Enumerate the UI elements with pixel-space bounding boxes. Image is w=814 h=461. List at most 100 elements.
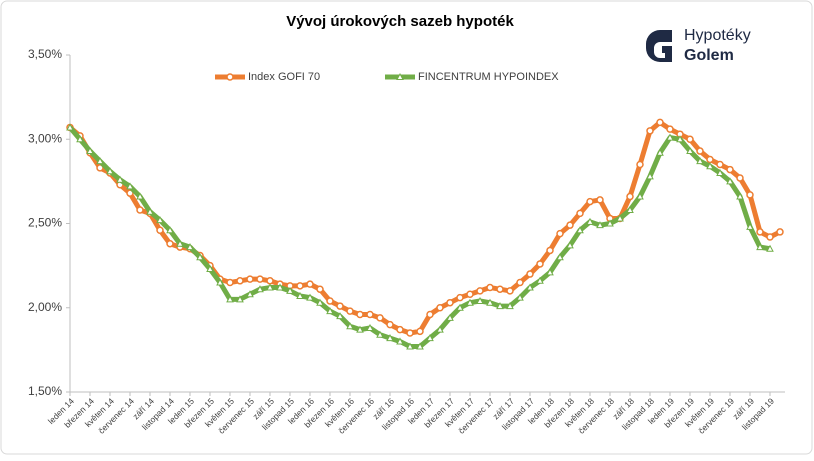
- point: [726, 177, 734, 185]
- point: [276, 283, 284, 291]
- point: [636, 192, 644, 200]
- point: [156, 226, 164, 234]
- point: [346, 322, 354, 330]
- point: [476, 296, 484, 305]
- point: [176, 239, 184, 247]
- point: [506, 287, 514, 295]
- point: [186, 243, 194, 251]
- point: [646, 172, 654, 180]
- point: [646, 127, 654, 135]
- point: [526, 270, 534, 278]
- point: [676, 135, 684, 143]
- point: [576, 226, 584, 234]
- point: [466, 290, 474, 299]
- point: [546, 246, 554, 255]
- point: [306, 280, 314, 288]
- point: [226, 73, 234, 81]
- point: [726, 165, 734, 174]
- y-tick-label: 3,50%: [28, 47, 62, 61]
- point: [326, 297, 334, 305]
- point: [766, 233, 774, 241]
- point: [586, 197, 594, 206]
- point: [656, 148, 664, 156]
- point: [316, 298, 324, 306]
- point: [466, 298, 474, 306]
- point: [406, 329, 414, 337]
- point: [566, 241, 574, 249]
- point: [496, 285, 504, 293]
- point: [346, 307, 354, 315]
- point: [746, 191, 754, 199]
- point: [76, 135, 84, 143]
- point: [706, 162, 714, 170]
- y-tick-label: 1,50%: [28, 384, 62, 398]
- point: [226, 295, 234, 303]
- point: [156, 216, 164, 224]
- point: [686, 135, 694, 143]
- point: [366, 310, 374, 319]
- point: [96, 164, 104, 172]
- point: [436, 304, 444, 312]
- point: [336, 302, 344, 310]
- point: [316, 285, 324, 293]
- point: [356, 325, 364, 333]
- point: [246, 290, 254, 298]
- point: [426, 310, 434, 319]
- point: [366, 323, 374, 331]
- point: [626, 205, 634, 214]
- point: [576, 209, 584, 218]
- point: [756, 228, 764, 236]
- legend-label: FINCENTRUM HYPOINDEX: [418, 71, 559, 83]
- point: [626, 192, 634, 201]
- legend-label: Index GOFI 70: [248, 71, 320, 83]
- point: [506, 302, 514, 310]
- point: [416, 342, 424, 350]
- logo-text: Golem: [684, 47, 734, 64]
- point: [126, 189, 134, 197]
- point: [256, 285, 264, 293]
- point: [396, 72, 404, 80]
- point: [586, 217, 594, 225]
- point: [336, 312, 344, 320]
- point: [606, 219, 614, 227]
- point: [556, 229, 564, 238]
- point: [476, 287, 484, 295]
- point: [166, 239, 174, 248]
- point: [596, 221, 604, 229]
- point: [146, 207, 154, 215]
- logo-icon: [646, 30, 672, 62]
- point: [736, 174, 744, 182]
- point: [286, 286, 294, 294]
- point: [566, 221, 574, 229]
- point: [636, 160, 644, 169]
- point: [386, 334, 394, 342]
- point: [496, 302, 504, 310]
- point: [706, 155, 714, 164]
- point: [696, 147, 704, 155]
- logo-text: Hypotéky: [684, 27, 751, 44]
- point: [206, 264, 214, 272]
- point: [196, 253, 204, 261]
- point: [736, 192, 744, 200]
- point: [306, 293, 314, 301]
- point: [406, 342, 414, 350]
- point: [756, 243, 764, 251]
- point: [716, 160, 724, 169]
- point: [226, 278, 234, 287]
- point: [536, 276, 544, 284]
- point: [546, 268, 554, 276]
- point: [396, 337, 404, 345]
- point: [66, 123, 74, 131]
- point: [116, 175, 124, 183]
- point: [426, 334, 434, 342]
- point: [236, 295, 244, 303]
- point: [516, 293, 524, 301]
- point: [696, 157, 704, 165]
- point: [776, 228, 784, 236]
- point: [356, 310, 364, 319]
- point: [486, 298, 494, 306]
- point: [296, 282, 304, 290]
- point: [486, 283, 494, 292]
- point: [446, 298, 454, 307]
